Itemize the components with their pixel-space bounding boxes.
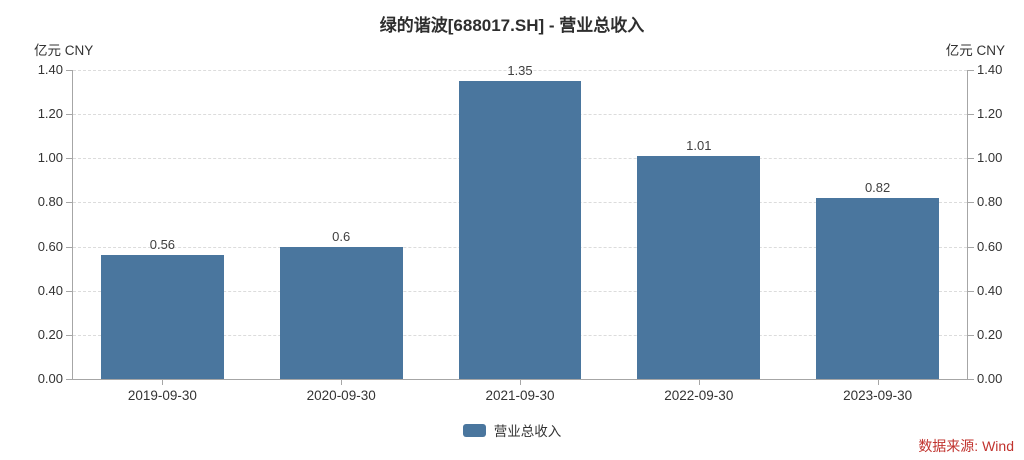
- y-tick-mark-left: [66, 334, 72, 336]
- legend-label: 营业总收入: [493, 424, 562, 439]
- x-tick-mark: [162, 380, 164, 385]
- legend-swatch[interactable]: [462, 423, 486, 437]
- y-tick-label-right: 0.40: [977, 282, 1003, 298]
- y-tick-mark-right: [968, 290, 974, 292]
- bar-value-label: 1.01: [686, 138, 712, 154]
- y-tick-mark-right: [968, 202, 974, 204]
- y-tick-mark-left: [66, 158, 72, 160]
- y-tick-label-left: 1.00: [37, 150, 63, 166]
- y-tick-label-right: 0.80: [977, 194, 1003, 210]
- bar[interactable]: [816, 198, 939, 379]
- bar[interactable]: [100, 255, 224, 379]
- y-axis-unit-right: 亿元 CNY: [945, 43, 1005, 58]
- y-tick-label-right: 1.20: [977, 106, 1003, 122]
- y-axis-unit-left: 亿元 CNY: [34, 43, 94, 58]
- y-tick-mark-left: [66, 379, 72, 380]
- y-tick-mark-right: [968, 70, 974, 71]
- x-tick-mark: [520, 380, 521, 385]
- bar[interactable]: [279, 246, 403, 379]
- y-tick-label-left: 0.00: [37, 371, 63, 386]
- y-tick-mark-right: [968, 114, 974, 116]
- y-tick-mark-right: [968, 379, 974, 380]
- y-tick-mark-left: [66, 290, 72, 292]
- y-tick-mark-left: [66, 70, 72, 71]
- x-axis-label: 2019-09-30: [127, 388, 197, 403]
- y-tick-label-left: 0.80: [37, 194, 63, 210]
- y-tick-label-right: 1.40: [977, 62, 1003, 77]
- y-tick-label-right: 0.20: [977, 326, 1003, 342]
- x-axis-label: 2023-09-30: [843, 388, 913, 403]
- bar-value-label: 0.6: [332, 228, 351, 244]
- y-tick-label-right: 0.00: [977, 371, 1003, 386]
- bar-value-label: 1.35: [507, 63, 533, 79]
- y-tick-label-left: 0.40: [37, 282, 63, 298]
- gridline: [73, 70, 967, 71]
- y-tick-mark-left: [66, 246, 72, 248]
- data-source-text: 数据来源: Wind: [918, 438, 1014, 454]
- x-axis-label: 2021-09-30: [485, 388, 555, 403]
- y-tick-label-left: 0.20: [37, 326, 63, 342]
- y-tick-label-right: 0.60: [977, 238, 1003, 254]
- x-axis-label: 2022-09-30: [664, 388, 734, 403]
- y-tick-mark-right: [968, 246, 974, 248]
- bar-value-label: 0.56: [149, 237, 176, 253]
- plot-area: 0.56 0.6 1.35 1.01 0.82: [72, 63, 968, 380]
- legend[interactable]: 营业总收入: [0, 420, 1024, 440]
- bar[interactable]: [637, 156, 761, 379]
- y-tick-mark-left: [66, 114, 72, 116]
- y-tick-label-left: 1.20: [37, 106, 63, 122]
- x-tick-mark: [341, 380, 343, 385]
- bar-value-label: 0.82: [864, 180, 891, 196]
- x-axis-label: 2020-09-30: [306, 388, 376, 403]
- y-tick-mark-left: [66, 202, 72, 204]
- y-tick-mark-right: [968, 334, 974, 336]
- x-tick-mark: [877, 380, 879, 385]
- y-tick-mark-right: [968, 158, 974, 160]
- y-tick-label-left: 0.60: [37, 238, 63, 254]
- bar[interactable]: [458, 81, 582, 379]
- chart-title: 绿的谐波[688017.SH] - 营业总收入: [379, 16, 645, 35]
- x-tick-mark: [698, 380, 700, 385]
- y-tick-label-left: 1.40: [37, 62, 63, 77]
- y-tick-label-right: 1.00: [977, 150, 1003, 166]
